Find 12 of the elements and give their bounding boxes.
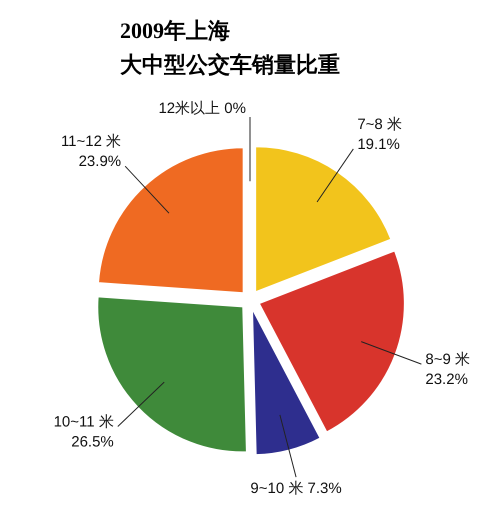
- slice-label: 10~11 米: [54, 414, 114, 431]
- chart-title: 2009年上海: [120, 18, 230, 43]
- chart-subtitle: 大中型公交车销量比重: [120, 52, 340, 77]
- data-label: 19.1%: [357, 136, 400, 153]
- slice-label: 9~10 米 7.3%: [250, 480, 342, 498]
- slice-label: 7~8 米: [357, 116, 402, 133]
- slice-label: 8~9 米: [425, 351, 470, 368]
- data-label: 26.5%: [71, 434, 114, 451]
- slice-label: 11~12 米: [60, 133, 122, 150]
- data-label: 23.9%: [78, 153, 122, 170]
- category-label: 12米以上 0%: [158, 100, 246, 117]
- data-label: 23.2%: [425, 371, 468, 388]
